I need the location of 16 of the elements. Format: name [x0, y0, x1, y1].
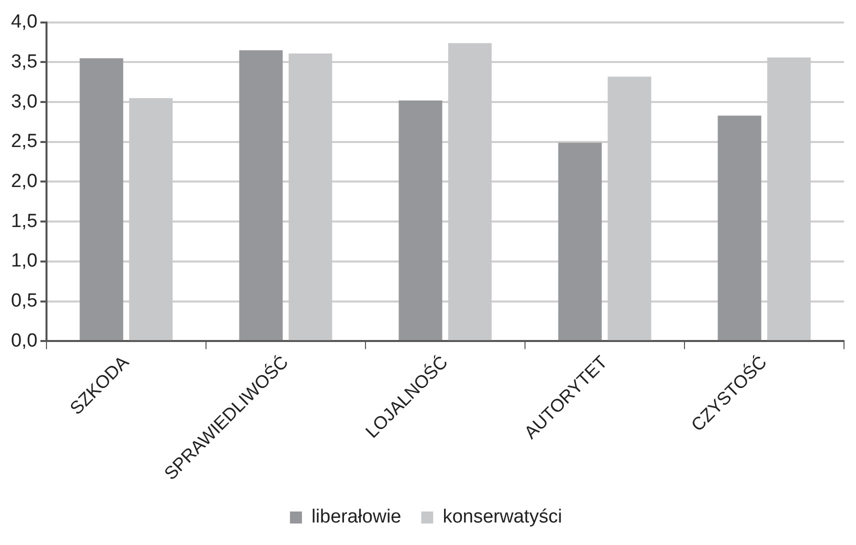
bar — [239, 50, 283, 340]
bar — [80, 58, 124, 340]
bar — [398, 100, 442, 340]
legend-label: konserwatyści — [442, 506, 562, 528]
y-tick-label: 2,0 — [10, 170, 38, 192]
bar — [718, 116, 762, 340]
y-tick-label: 3,5 — [10, 51, 38, 72]
y-tick-label: 4,0 — [10, 12, 38, 33]
y-tick-label: 3,0 — [10, 91, 38, 112]
y-tick-label: 0,0 — [10, 330, 38, 352]
y-tick-label: 1,5 — [10, 210, 38, 232]
legend-label: liberałowie — [311, 506, 402, 528]
y-tick-label: 2,5 — [10, 131, 38, 152]
y-tick-label: 0,5 — [10, 290, 38, 312]
y-tick-label: 1,0 — [10, 250, 38, 272]
bar — [558, 142, 602, 340]
